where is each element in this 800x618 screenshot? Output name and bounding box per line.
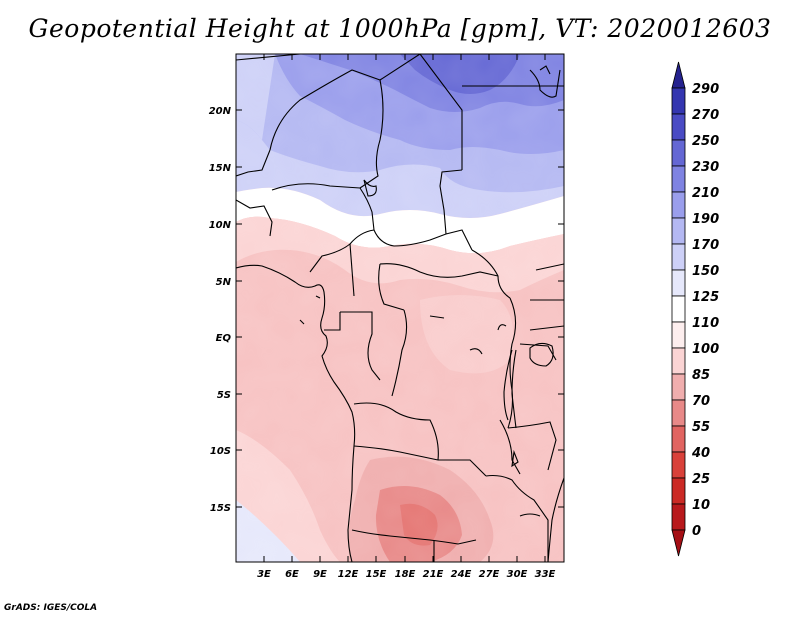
colorbar-label: 210	[692, 186, 719, 201]
colorbar-label: 55	[692, 420, 710, 435]
colorbar-segment	[671, 451, 686, 479]
grads-credit: GrADS: IGES/COLA	[4, 603, 98, 613]
colorbar: 2902702502302101901701501251101008570554…	[671, 61, 719, 557]
lat-label: 15S	[210, 503, 231, 514]
lon-label: 6E	[285, 569, 299, 580]
colorbar-segment	[671, 87, 686, 115]
colorbar-label: 100	[692, 342, 719, 357]
lat-label: 10N	[209, 220, 232, 231]
colorbar-segment	[671, 373, 686, 401]
colorbar-label: 110	[692, 316, 719, 331]
colorbar-label: 40	[691, 446, 710, 461]
colorbar-label: 0	[692, 524, 701, 539]
country-borders	[236, 54, 564, 562]
colorbar-segment	[671, 399, 686, 427]
colorbar-segment	[671, 61, 686, 89]
geopotential-field	[236, 54, 564, 562]
lat-label: 5N	[216, 277, 232, 288]
colorbar-segment	[671, 295, 686, 323]
colorbar-segment	[671, 503, 686, 531]
colorbar-label: 170	[692, 238, 719, 253]
colorbar-label: 230	[692, 160, 719, 175]
colorbar-label: 85	[692, 368, 710, 383]
colorbar-label: 150	[692, 264, 719, 279]
longitude-axis: 3E 6E 9E 12E 15E 18E 21E 24E 27E 30E 33E	[257, 54, 556, 580]
colorbar-segment	[671, 217, 686, 245]
colorbar-segment	[671, 529, 686, 557]
lon-label: 30E	[507, 569, 528, 580]
lon-label: 27E	[479, 569, 500, 580]
map-title: Geopotential Height at 1000hPa [gpm], VT…	[28, 14, 772, 43]
colorbar-segment	[671, 425, 686, 453]
colorbar-label: 25	[692, 472, 710, 487]
latitude-axis: 20N 15N 10N 5N EQ 5S 10S 15S	[209, 106, 564, 514]
colorbar-label: 10	[692, 498, 710, 513]
lon-label: 33E	[535, 569, 556, 580]
lon-label: 21E	[423, 569, 444, 580]
lon-label: 12E	[338, 569, 359, 580]
lat-label: 10S	[210, 446, 231, 457]
colorbar-segment	[671, 321, 686, 349]
lon-label: 9E	[313, 569, 327, 580]
colorbar-label: 190	[692, 212, 719, 227]
colorbar-label: 290	[692, 82, 719, 97]
colorbar-segment	[671, 165, 686, 193]
lat-label: EQ	[216, 333, 232, 344]
colorbar-label: 250	[692, 134, 719, 149]
field-speckle	[236, 54, 564, 562]
colorbar-segment	[671, 477, 686, 505]
lat-label: 5S	[217, 390, 231, 401]
colorbar-label: 125	[692, 290, 719, 305]
colorbar-segment	[671, 243, 686, 271]
colorbar-label: 70	[692, 394, 710, 409]
lat-label: 15N	[209, 163, 232, 174]
colorbar-segment	[671, 139, 686, 167]
lon-label: 3E	[257, 569, 271, 580]
colorbar-segment	[671, 269, 686, 297]
colorbar-segment	[671, 113, 686, 141]
lon-label: 18E	[395, 569, 416, 580]
lon-label: 15E	[366, 569, 387, 580]
map-frame	[235, 53, 565, 563]
colorbar-label: 270	[692, 108, 719, 123]
lon-label: 24E	[451, 569, 472, 580]
colorbar-segment	[671, 347, 686, 375]
colorbar-segment	[671, 191, 686, 219]
lat-label: 20N	[209, 106, 232, 117]
